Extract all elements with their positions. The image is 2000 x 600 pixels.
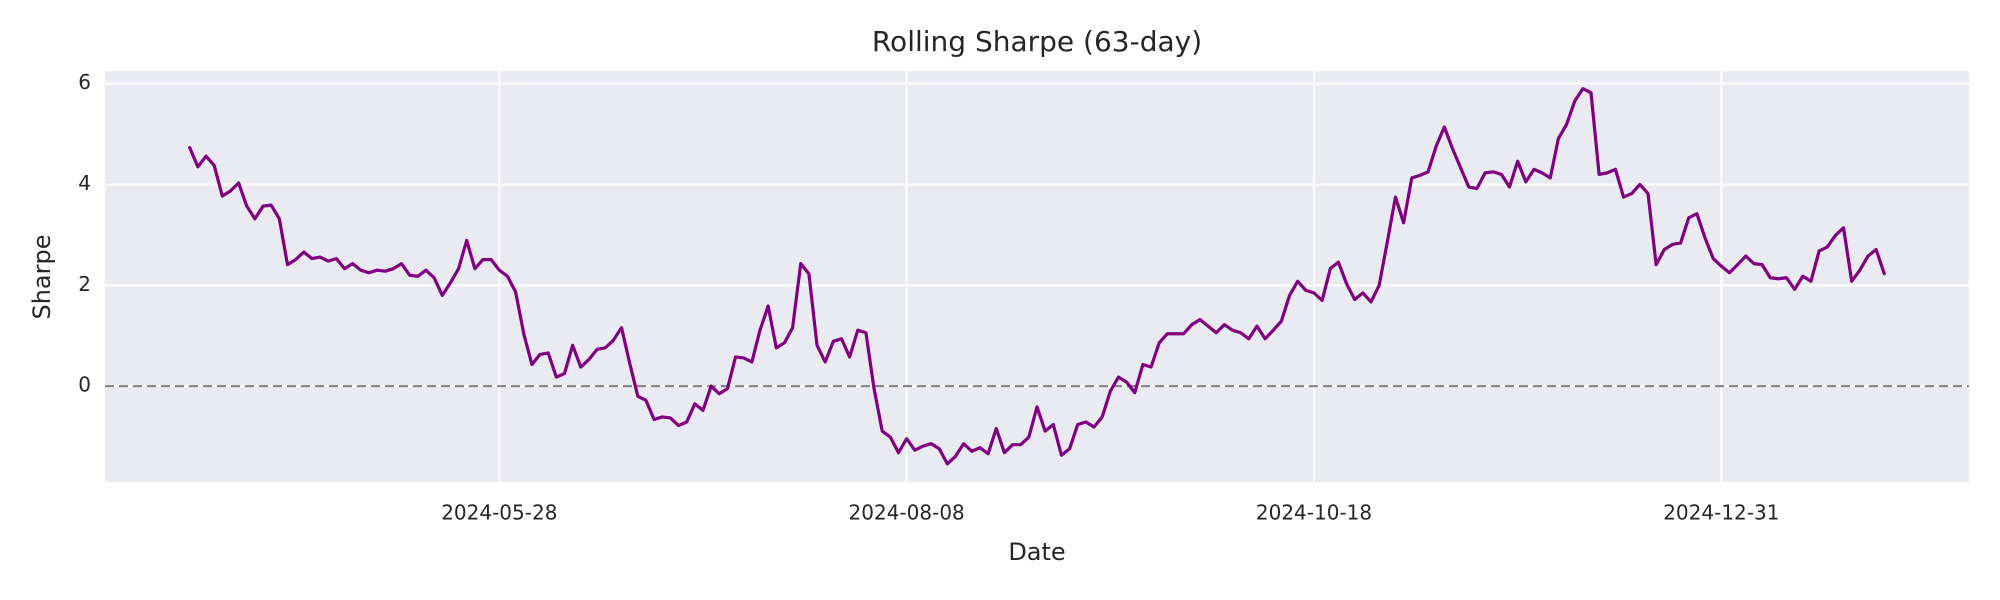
y-tick-label: 2: [78, 272, 91, 296]
y-tick-label: 0: [78, 373, 91, 397]
grid: [105, 71, 1969, 482]
x-tick-label: 2024-08-08: [849, 501, 965, 525]
marks: [105, 87, 1969, 466]
x-tick-label: 2024-12-31: [1663, 501, 1779, 525]
x-tick-label: 2024-10-18: [1256, 501, 1372, 525]
x-axis-label: Date: [1008, 538, 1065, 566]
labels: Rolling Sharpe (63-day) Date Sharpe 0 2 4 6…: [28, 25, 1779, 566]
data-line: [188, 87, 1886, 466]
chart-title: Rolling Sharpe (63-day): [872, 25, 1202, 58]
plot-area: [105, 71, 1969, 482]
y-axis-label: Sharpe: [28, 234, 56, 319]
y-tick-label: 6: [78, 70, 91, 94]
y-tick-label: 4: [78, 171, 91, 195]
x-tick-label: 2024-05-28: [441, 501, 557, 525]
